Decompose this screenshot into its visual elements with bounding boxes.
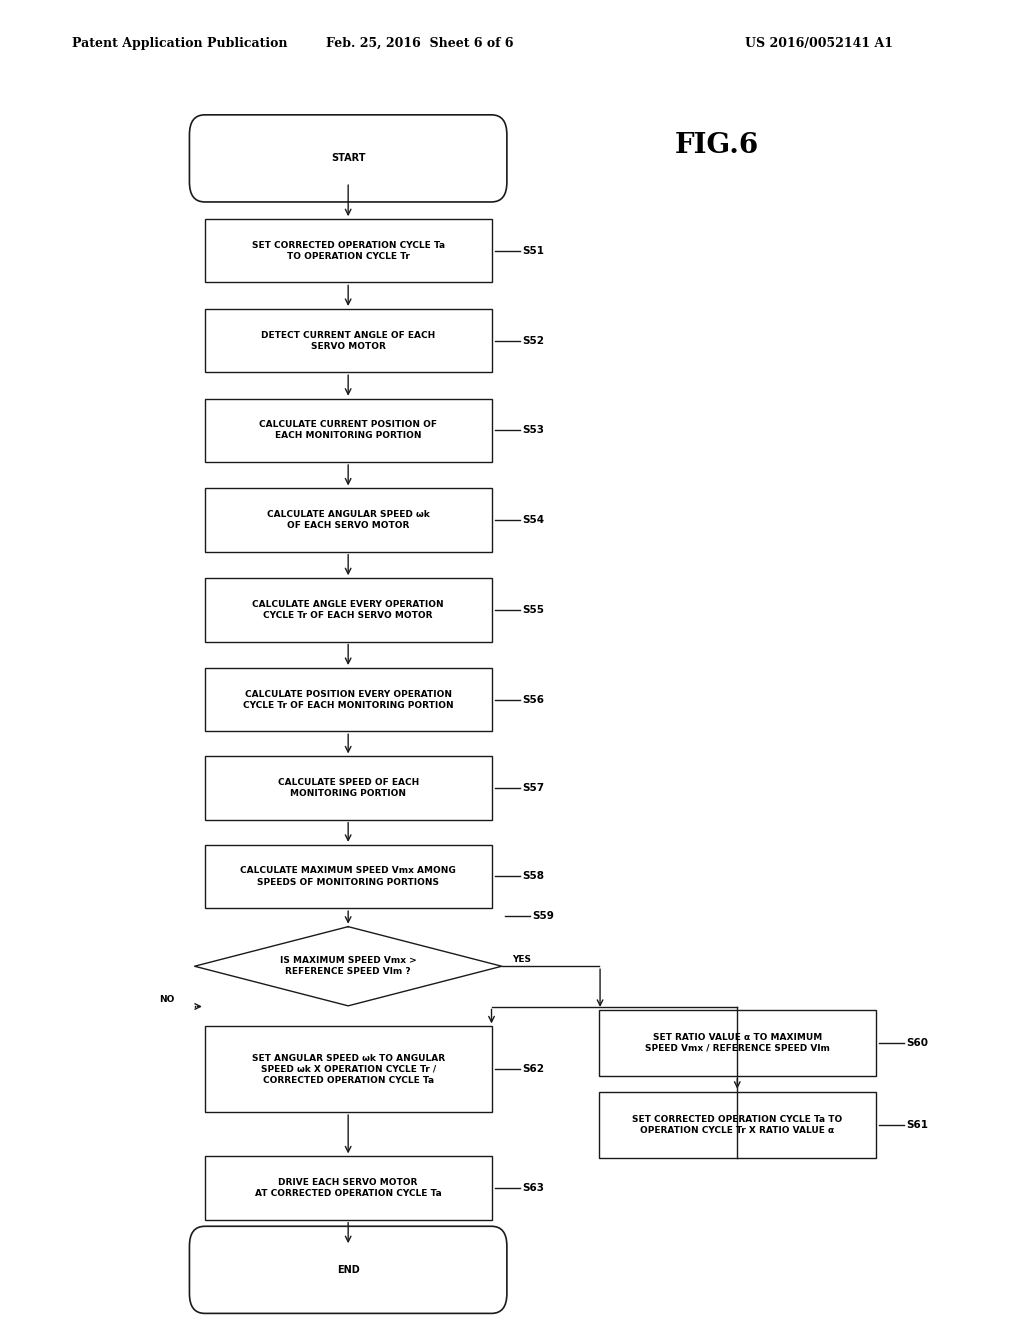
FancyBboxPatch shape — [205, 399, 492, 462]
FancyBboxPatch shape — [189, 1226, 507, 1313]
Text: S52: S52 — [522, 335, 544, 346]
Text: SET CORRECTED OPERATION CYCLE Ta
TO OPERATION CYCLE Tr: SET CORRECTED OPERATION CYCLE Ta TO OPER… — [252, 240, 444, 261]
Text: S57: S57 — [522, 783, 545, 793]
Text: CALCULATE ANGULAR SPEED ωk
OF EACH SERVO MOTOR: CALCULATE ANGULAR SPEED ωk OF EACH SERVO… — [267, 510, 429, 531]
Text: CALCULATE MAXIMUM SPEED Vmx AMONG
SPEEDS OF MONITORING PORTIONS: CALCULATE MAXIMUM SPEED Vmx AMONG SPEEDS… — [241, 866, 456, 887]
Text: NO: NO — [159, 995, 174, 1003]
FancyBboxPatch shape — [205, 488, 492, 552]
FancyBboxPatch shape — [205, 756, 492, 820]
FancyBboxPatch shape — [205, 1027, 492, 1111]
Text: CALCULATE SPEED OF EACH
MONITORING PORTION: CALCULATE SPEED OF EACH MONITORING PORTI… — [278, 777, 419, 799]
Text: IS MAXIMUM SPEED Vmx >
REFERENCE SPEED Vlm ?: IS MAXIMUM SPEED Vmx > REFERENCE SPEED V… — [280, 956, 417, 977]
Text: S63: S63 — [522, 1183, 544, 1193]
Text: S62: S62 — [522, 1064, 544, 1074]
Polygon shape — [195, 927, 502, 1006]
Text: CALCULATE CURRENT POSITION OF
EACH MONITORING PORTION: CALCULATE CURRENT POSITION OF EACH MONIT… — [259, 420, 437, 441]
Text: S53: S53 — [522, 425, 544, 436]
Text: S60: S60 — [906, 1038, 928, 1048]
Text: CALCULATE POSITION EVERY OPERATION
CYCLE Tr OF EACH MONITORING PORTION: CALCULATE POSITION EVERY OPERATION CYCLE… — [243, 689, 454, 710]
FancyBboxPatch shape — [599, 1010, 876, 1076]
Text: US 2016/0052141 A1: US 2016/0052141 A1 — [745, 37, 893, 50]
Text: FIG.6: FIG.6 — [675, 132, 759, 158]
Text: YES: YES — [512, 956, 531, 964]
FancyBboxPatch shape — [189, 115, 507, 202]
FancyBboxPatch shape — [599, 1092, 876, 1158]
FancyBboxPatch shape — [205, 1156, 492, 1220]
Text: Patent Application Publication: Patent Application Publication — [72, 37, 287, 50]
Text: CALCULATE ANGLE EVERY OPERATION
CYCLE Tr OF EACH SERVO MOTOR: CALCULATE ANGLE EVERY OPERATION CYCLE Tr… — [252, 599, 444, 620]
FancyBboxPatch shape — [205, 219, 492, 282]
FancyBboxPatch shape — [205, 578, 492, 642]
Text: S55: S55 — [522, 605, 544, 615]
Text: S54: S54 — [522, 515, 545, 525]
Text: S59: S59 — [532, 911, 554, 921]
Text: SET CORRECTED OPERATION CYCLE Ta TO
OPERATION CYCLE Tr X RATIO VALUE α: SET CORRECTED OPERATION CYCLE Ta TO OPER… — [632, 1114, 843, 1135]
Text: SET RATIO VALUE α TO MAXIMUM
SPEED Vmx / REFERENCE SPEED Vlm: SET RATIO VALUE α TO MAXIMUM SPEED Vmx /… — [645, 1032, 829, 1053]
Text: S56: S56 — [522, 694, 544, 705]
Text: DETECT CURRENT ANGLE OF EACH
SERVO MOTOR: DETECT CURRENT ANGLE OF EACH SERVO MOTOR — [261, 330, 435, 351]
Text: DRIVE EACH SERVO MOTOR
AT CORRECTED OPERATION CYCLE Ta: DRIVE EACH SERVO MOTOR AT CORRECTED OPER… — [255, 1177, 441, 1199]
Text: S61: S61 — [906, 1119, 928, 1130]
Text: START: START — [331, 153, 366, 164]
Text: SET ANGULAR SPEED ωk TO ANGULAR
SPEED ωk X OPERATION CYCLE Tr /
CORRECTED OPERAT: SET ANGULAR SPEED ωk TO ANGULAR SPEED ωk… — [252, 1053, 444, 1085]
FancyBboxPatch shape — [205, 845, 492, 908]
Text: S58: S58 — [522, 871, 544, 882]
FancyBboxPatch shape — [205, 668, 492, 731]
Text: Feb. 25, 2016  Sheet 6 of 6: Feb. 25, 2016 Sheet 6 of 6 — [326, 37, 514, 50]
Text: END: END — [337, 1265, 359, 1275]
Text: S51: S51 — [522, 246, 544, 256]
FancyBboxPatch shape — [205, 309, 492, 372]
